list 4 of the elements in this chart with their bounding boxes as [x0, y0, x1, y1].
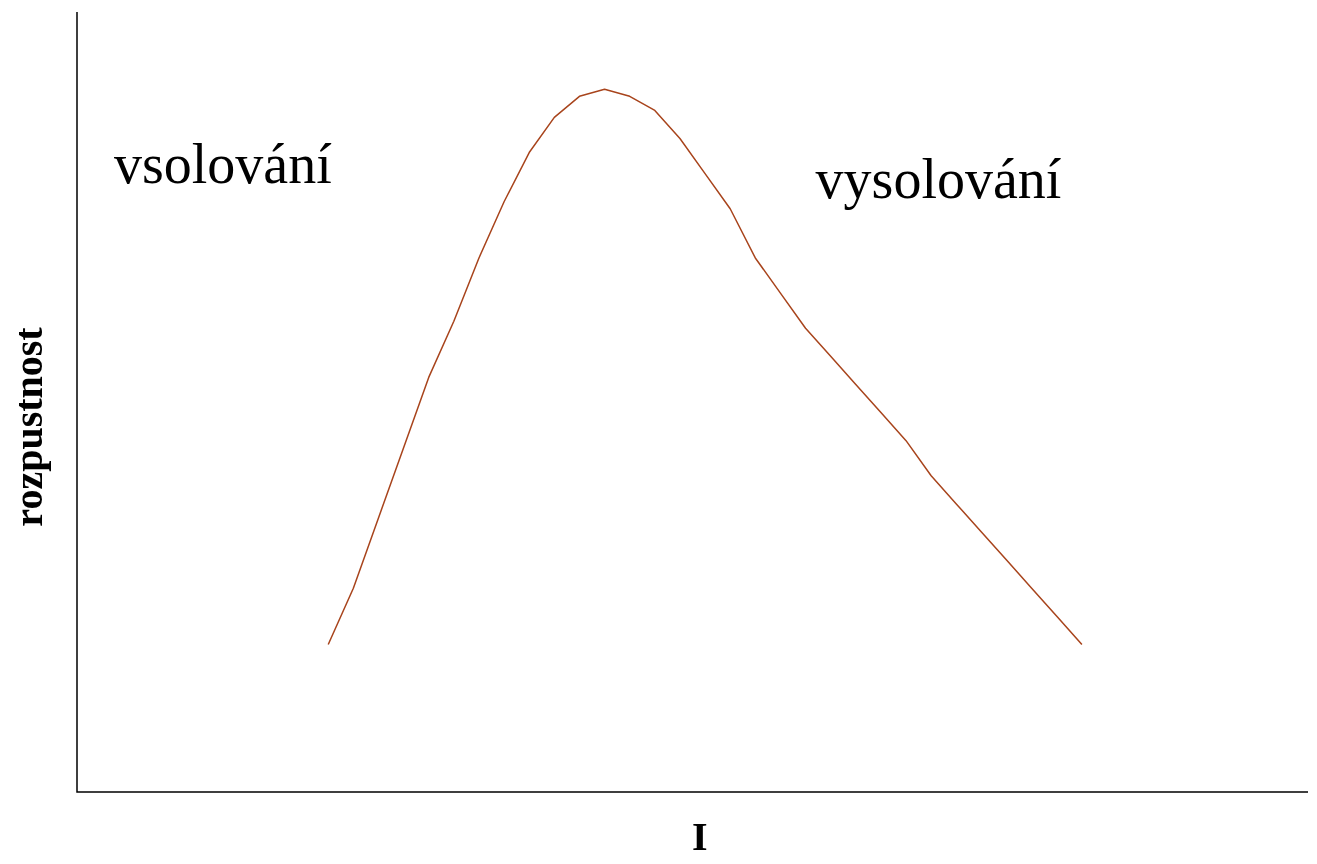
annotation: vsolování — [113, 132, 332, 195]
x-axis-title: I — [692, 814, 708, 860]
y-axis-title: rozpustnost — [6, 326, 52, 527]
annotation: vysolování — [815, 148, 1062, 211]
